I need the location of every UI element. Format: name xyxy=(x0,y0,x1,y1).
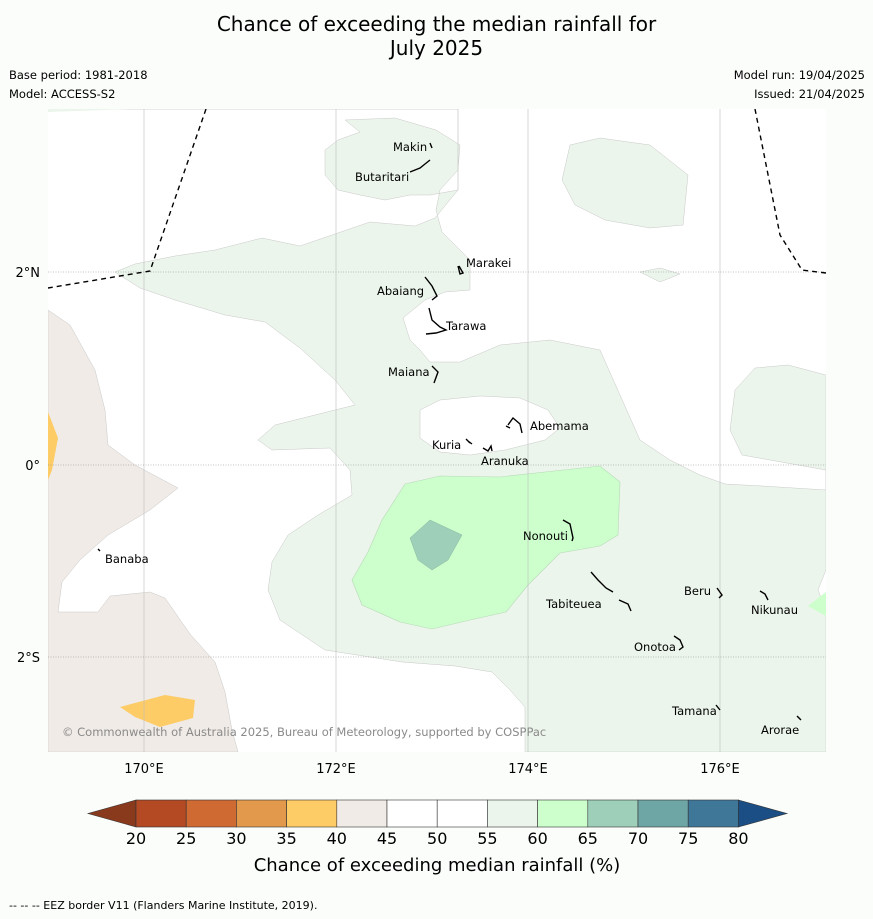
label-nonouti: Nonouti xyxy=(523,529,568,543)
colorbar xyxy=(86,799,789,828)
island-nikunau xyxy=(759,590,769,601)
colorbar-arrow-high xyxy=(738,799,789,828)
colorbar-bin xyxy=(135,799,187,828)
island-maiana xyxy=(431,365,439,384)
label-abaiang: Abaiang xyxy=(377,284,424,298)
lat-label-2s: 2°S xyxy=(17,651,40,666)
label-marakei: Marakei xyxy=(466,256,511,270)
island-arorae xyxy=(796,715,802,721)
island-butaritari xyxy=(409,159,431,173)
island-marakei xyxy=(457,265,465,275)
model-run: Model run: 19/04/2025 xyxy=(733,68,865,82)
island-abaiang xyxy=(424,276,438,301)
island-abemama xyxy=(505,416,523,434)
label-tarawa: Tarawa xyxy=(445,319,486,333)
label-tabiteuea: Tabiteuea xyxy=(545,597,602,611)
colorbar-bin xyxy=(386,799,438,828)
island-kuria xyxy=(465,438,473,445)
label-kuria: Kuria xyxy=(432,438,461,452)
label-makin: Makin xyxy=(393,140,427,154)
band-45-55-abemama xyxy=(419,395,561,456)
island-banaba xyxy=(97,548,101,552)
label-aranuka: Aranuka xyxy=(481,454,529,468)
band-35-40-south xyxy=(120,695,195,727)
base-period: Base period: 1981-2018 xyxy=(9,68,148,82)
colorbar-label: Chance of exceeding median rainfall (%) xyxy=(254,855,621,876)
lon-label-170e: 170°E xyxy=(124,762,164,777)
axis-labels: 2°N 0° 2°S 170°E 172°E 174°E 176°E xyxy=(16,266,740,777)
run-info: Model run: 19/04/2025 Issued: 21/04/2025 xyxy=(734,66,865,104)
place-labels: Makin Butaritari Marakei Abaiang Tarawa … xyxy=(105,140,799,737)
band-40-45-west xyxy=(48,309,239,752)
colorbar-tick-label: 45 xyxy=(377,829,397,848)
model-info: Base period: 1981-2018 Model: ACCESS-S2 xyxy=(9,66,148,104)
band-55-60-ne-patch xyxy=(561,137,689,229)
island-onotoa xyxy=(673,635,684,651)
band-55-60-e-island xyxy=(639,267,681,283)
band-65-70 xyxy=(409,519,463,571)
colorbar-arrow-low xyxy=(86,799,137,828)
colorbar-bin xyxy=(286,799,338,828)
label-onotoa: Onotoa xyxy=(634,640,676,654)
band-60-65-east xyxy=(808,592,826,616)
colorbar-tick-label: 70 xyxy=(628,829,648,848)
colorbar-bin xyxy=(587,799,639,828)
lon-label-176e: 176°E xyxy=(700,762,740,777)
islands xyxy=(97,142,802,721)
eez-border xyxy=(48,109,826,289)
island-tamana xyxy=(715,704,721,711)
island-aranuka xyxy=(482,444,493,452)
colorbar-bin xyxy=(185,799,237,828)
graticule xyxy=(143,109,721,752)
lon-label-172e: 172°E xyxy=(316,762,356,777)
colorbar-bin xyxy=(436,799,488,828)
colorbar-bin xyxy=(537,799,589,828)
colorbar-tick-label: 30 xyxy=(226,829,246,848)
label-nikunau: Nikunau xyxy=(751,603,798,617)
label-butaritari: Butaritari xyxy=(355,170,409,184)
lat-label-2n: 2°N xyxy=(16,266,41,281)
map-copyright: © Commonwealth of Australia 2025, Bureau… xyxy=(62,725,546,739)
colorbar-tick-label: 25 xyxy=(176,829,196,848)
label-maiana: Maiana xyxy=(388,365,430,379)
label-beru: Beru xyxy=(684,584,711,598)
label-arorae: Arorae xyxy=(761,723,799,737)
band-55-60-nw-strip xyxy=(48,109,130,112)
island-makin xyxy=(429,142,433,149)
island-tabiteuea xyxy=(590,571,632,612)
colorbar-tick-label: 75 xyxy=(678,829,698,848)
colorbar-tick-label: 35 xyxy=(276,829,296,848)
label-banaba: Banaba xyxy=(105,552,149,566)
map-title: Chance of exceeding the median rainfall … xyxy=(0,12,873,60)
map-panel xyxy=(48,109,826,752)
model-name: Model: ACCESS-S2 xyxy=(9,87,116,101)
colorbar-ticks: 20 25 30 35 40 45 50 55 60 65 70 75 80 xyxy=(126,829,749,848)
label-abemama: Abemama xyxy=(530,419,589,433)
title-line-1: Chance of exceeding the median rainfall … xyxy=(216,12,657,36)
issued-date: Issued: 21/04/2025 xyxy=(754,87,865,101)
band-35-40-west xyxy=(48,412,58,480)
lat-label-0: 0° xyxy=(25,459,40,474)
colorbar-bin xyxy=(236,799,287,828)
colorbar-tick-label: 60 xyxy=(527,829,547,848)
title-line-2: July 2025 xyxy=(389,36,484,60)
colorbar-tick-label: 50 xyxy=(427,829,447,848)
colorbar-tick-label: 40 xyxy=(327,829,347,848)
island-beru xyxy=(716,587,723,599)
colorbar-tick-label: 80 xyxy=(728,829,748,848)
island-tarawa xyxy=(425,307,448,335)
colorbar-tick-label: 55 xyxy=(477,829,497,848)
colorbar-tick-label: 65 xyxy=(578,829,598,848)
lon-label-174e: 174°E xyxy=(508,762,548,777)
eez-footnote: -- -- -- EEZ border V11 (Flanders Marine… xyxy=(9,899,318,912)
label-tamana: Tamana xyxy=(671,704,717,718)
colorbar-bin xyxy=(487,799,538,828)
colorbar-bin xyxy=(637,799,689,828)
colorbar-tick-label: 20 xyxy=(126,829,146,848)
colorbar-bin xyxy=(336,799,388,828)
island-nonouti xyxy=(562,519,574,542)
colorbar-bin xyxy=(687,799,739,828)
